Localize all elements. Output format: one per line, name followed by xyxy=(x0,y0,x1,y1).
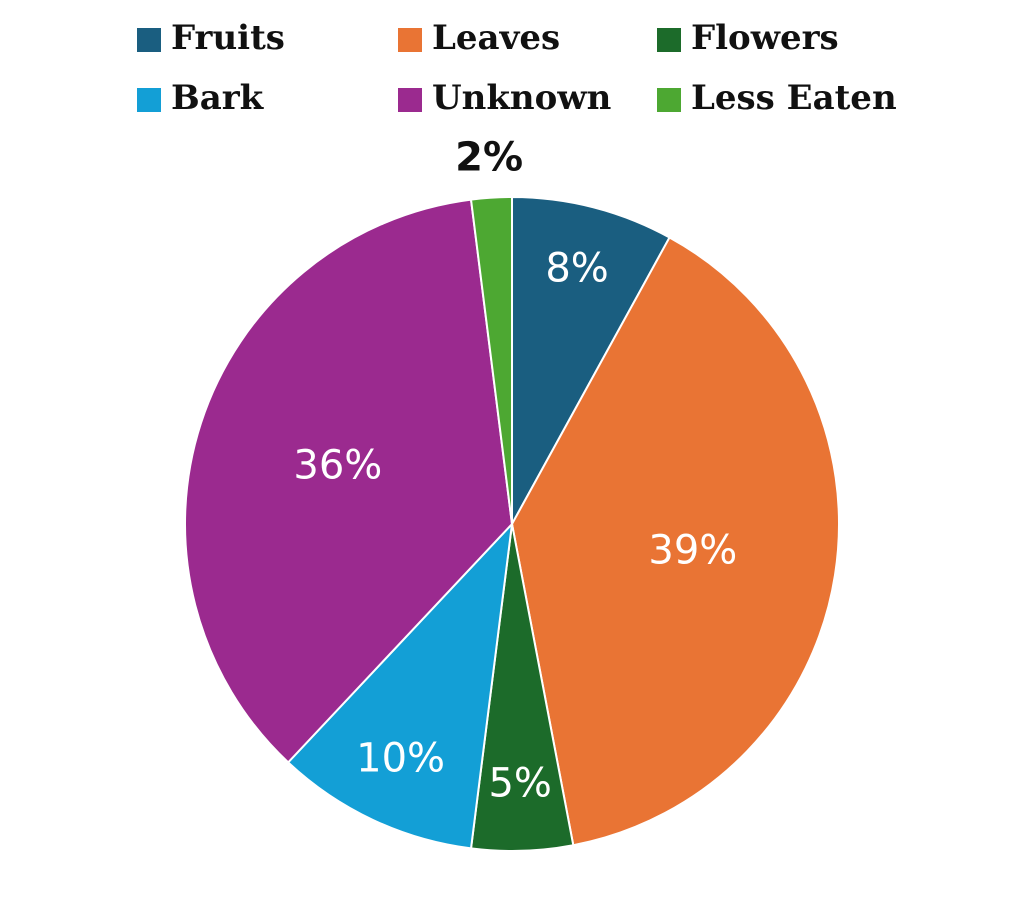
pie-slice xyxy=(510,236,840,847)
legend-swatch xyxy=(657,88,681,112)
value-label: 10% xyxy=(356,736,445,782)
legend-swatch xyxy=(137,88,161,112)
legend-label: Bark xyxy=(171,78,265,118)
legend-label: Less Eaten xyxy=(691,78,897,118)
legend-label: Unknown xyxy=(432,78,611,118)
legend-label: Fruits xyxy=(171,18,285,58)
legend-swatch xyxy=(657,28,681,52)
pie-slice xyxy=(511,195,671,525)
legend-label: Flowers xyxy=(691,18,839,58)
legend-swatch xyxy=(137,28,161,52)
value-label: 36% xyxy=(293,442,382,488)
pie-slice xyxy=(286,521,514,850)
pie-slice xyxy=(469,195,513,525)
legend-swatch xyxy=(398,88,422,112)
value-label: 39% xyxy=(648,528,737,574)
value-label: 2% xyxy=(455,135,523,181)
legend-label: Leaves xyxy=(432,18,560,58)
pie-slice xyxy=(184,198,514,764)
value-label: 5% xyxy=(488,760,551,806)
value-label: 8% xyxy=(545,246,608,292)
legend-swatch xyxy=(398,28,422,52)
